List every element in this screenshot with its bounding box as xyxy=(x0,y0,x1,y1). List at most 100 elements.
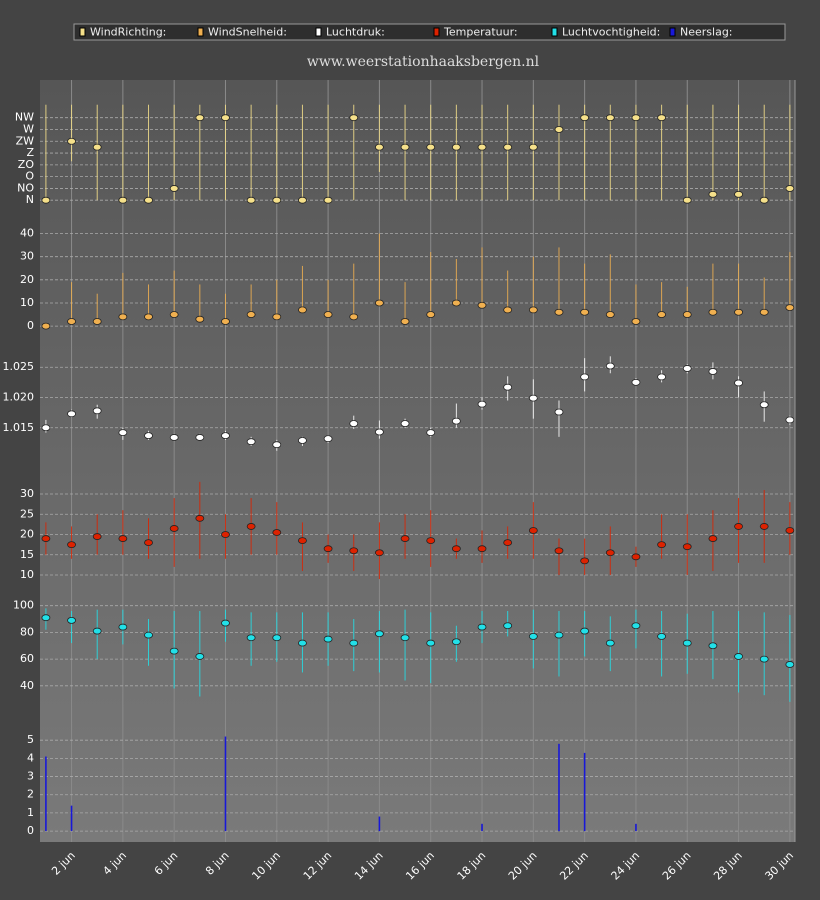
data-point xyxy=(375,428,384,436)
data-point xyxy=(67,137,76,145)
plot-area xyxy=(40,80,795,842)
data-point xyxy=(195,114,205,122)
data-point xyxy=(349,547,359,555)
data-point xyxy=(477,301,487,309)
data-point xyxy=(375,299,384,307)
x-tick-label: 4 jun xyxy=(100,849,129,878)
data-point xyxy=(169,311,179,318)
data-point xyxy=(503,383,513,391)
data-point xyxy=(41,424,51,432)
data-point xyxy=(272,529,282,536)
data-point xyxy=(144,313,153,321)
y-tick-label: NW xyxy=(15,111,34,124)
y-tick-label: 10 xyxy=(20,296,34,309)
data-point xyxy=(708,368,718,375)
data-point xyxy=(528,527,538,534)
legend-swatch xyxy=(551,27,558,37)
y-tick-label: 80 xyxy=(20,625,34,638)
y-tick-label: 1 xyxy=(27,806,34,819)
data-point xyxy=(298,639,307,647)
y-tick-label: 1.015 xyxy=(3,421,35,434)
y-tick-label: NO xyxy=(17,181,34,194)
data-point xyxy=(298,306,307,314)
data-point xyxy=(682,639,692,647)
data-point xyxy=(631,622,641,630)
data-point xyxy=(323,435,333,443)
data-point xyxy=(426,429,436,437)
data-point xyxy=(631,553,641,561)
data-point xyxy=(67,616,76,624)
data-point xyxy=(734,308,743,316)
data-point xyxy=(41,196,51,204)
data-point xyxy=(580,557,590,565)
data-point xyxy=(734,523,743,530)
y-tick-label: 5 xyxy=(27,733,34,746)
x-tick-label: 20 jun xyxy=(506,849,540,883)
data-point xyxy=(605,362,615,370)
data-point xyxy=(451,545,461,553)
data-point xyxy=(682,365,692,372)
data-point xyxy=(657,114,666,122)
x-tick-label: 28 jun xyxy=(711,849,745,883)
data-point xyxy=(246,634,256,642)
legend-swatch xyxy=(433,27,440,37)
data-point xyxy=(400,634,410,642)
data-point xyxy=(375,630,384,638)
data-point xyxy=(759,523,769,530)
x-tick-label: 6 jun xyxy=(152,849,181,878)
data-point xyxy=(323,196,333,204)
data-point xyxy=(554,631,564,639)
data-point xyxy=(144,432,153,440)
data-point xyxy=(580,373,590,381)
data-point xyxy=(144,631,153,639)
data-point xyxy=(580,308,590,316)
y-tick-label: 2 xyxy=(27,788,34,801)
data-point xyxy=(580,114,590,122)
data-point xyxy=(682,196,692,204)
y-tick-label: 30 xyxy=(20,250,34,263)
data-point xyxy=(759,655,769,663)
data-point xyxy=(477,623,487,631)
data-point xyxy=(682,311,692,318)
legend-label: WindRichting: xyxy=(90,26,166,39)
data-point xyxy=(118,623,128,631)
data-point xyxy=(246,438,256,446)
data-point xyxy=(41,614,51,622)
data-point xyxy=(631,114,641,122)
data-point xyxy=(426,639,436,647)
data-point xyxy=(323,635,333,643)
data-point xyxy=(272,441,282,449)
data-point xyxy=(118,313,128,321)
data-point xyxy=(503,143,513,151)
data-point xyxy=(272,196,282,204)
y-tick-label: 40 xyxy=(20,227,34,240)
data-point xyxy=(169,434,179,441)
data-point xyxy=(657,373,666,381)
data-point xyxy=(682,543,692,551)
data-point xyxy=(195,434,205,441)
y-tick-label: 60 xyxy=(20,652,34,665)
data-point xyxy=(580,627,590,635)
legend-label: Temperatuur: xyxy=(443,26,518,39)
legend-box xyxy=(73,23,786,41)
y-tick-label: 1.025 xyxy=(3,360,35,373)
data-point xyxy=(67,318,76,325)
y-tick-label: 40 xyxy=(20,679,34,692)
data-point xyxy=(272,313,282,321)
y-tick-label: 0 xyxy=(27,824,34,837)
data-point xyxy=(400,143,410,151)
data-point xyxy=(400,318,410,325)
x-tick-label: 14 jun xyxy=(352,849,386,883)
x-tick-label: 24 jun xyxy=(609,849,643,883)
legend-label: Luchtvochtigheid: xyxy=(562,26,660,39)
data-point xyxy=(759,196,769,204)
data-point xyxy=(169,647,179,655)
x-tick-label: 30 jun xyxy=(763,849,797,883)
data-point xyxy=(221,432,230,440)
data-point xyxy=(477,143,487,151)
data-point xyxy=(323,311,333,318)
data-point xyxy=(426,537,436,544)
data-point xyxy=(118,196,128,204)
x-tick-label: 18 jun xyxy=(455,849,489,883)
